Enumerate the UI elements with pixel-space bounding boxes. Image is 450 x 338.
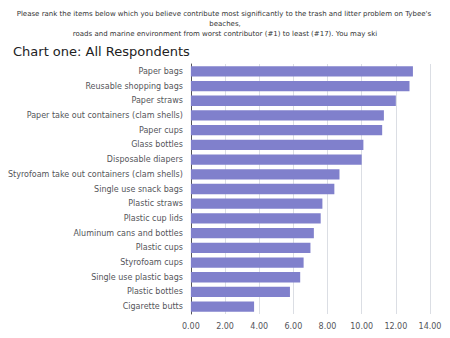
svg-text:Paper bags: Paper bags — [138, 67, 182, 76]
svg-text:Glass bottles: Glass bottles — [131, 140, 183, 149]
svg-text:Please rank the items below wh: Please rank the items below which you be… — [17, 10, 434, 18]
svg-text:Styrofoam cups: Styrofoam cups — [120, 258, 183, 267]
svg-text:Aluminum cans and bottles: Aluminum cans and bottles — [73, 229, 183, 238]
svg-text:roads and marine environment f: roads and marine environment from worst … — [73, 30, 377, 38]
svg-text:Paper cups: Paper cups — [139, 126, 183, 135]
svg-text:0.00: 0.00 — [182, 322, 200, 331]
svg-text:8.00: 8.00 — [319, 322, 337, 331]
svg-text:Plastic cup lids: Plastic cup lids — [124, 214, 183, 223]
svg-text:Styrofoam take out containers: Styrofoam take out containers (clam shel… — [8, 170, 183, 179]
svg-text:Single use snack bags: Single use snack bags — [94, 185, 183, 194]
svg-text:Plastic bottles: Plastic bottles — [127, 287, 183, 296]
svg-text:Single use plastic bags: Single use plastic bags — [91, 273, 183, 282]
svg-text:Paper take out containers (cla: Paper take out containers (clam shells) — [27, 111, 183, 120]
svg-text:14.00: 14.00 — [419, 322, 442, 331]
svg-text:Plastic cups: Plastic cups — [136, 243, 183, 252]
svg-text:Cigarette butts: Cigarette butts — [123, 302, 183, 311]
svg-text:Reusable shopping bags: Reusable shopping bags — [85, 82, 182, 91]
svg-text:beaches,: beaches, — [209, 20, 241, 28]
svg-text:Paper straws: Paper straws — [131, 96, 182, 105]
svg-text:12.00: 12.00 — [384, 322, 407, 331]
svg-text:Disposable diapers: Disposable diapers — [107, 155, 183, 164]
svg-text:6.00: 6.00 — [284, 322, 302, 331]
svg-text:Plastic straws: Plastic straws — [128, 199, 183, 208]
svg-text:2.00: 2.00 — [216, 322, 234, 331]
svg-text:Chart one: All Respondents: Chart one: All Respondents — [13, 44, 190, 59]
svg-text:4.00: 4.00 — [250, 322, 268, 331]
svg-text:10.00: 10.00 — [350, 322, 373, 331]
